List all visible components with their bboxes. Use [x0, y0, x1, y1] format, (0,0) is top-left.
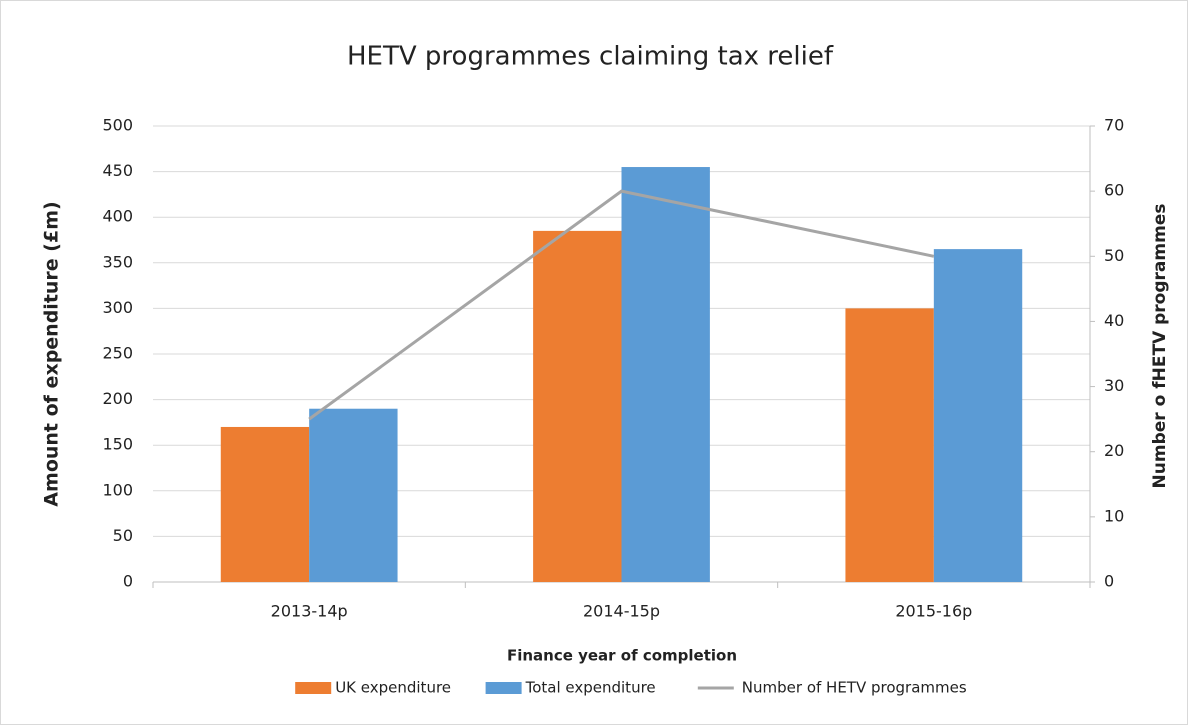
legend-label: Number of HETV programmes: [742, 679, 967, 697]
y-tick-label: 300: [102, 298, 133, 317]
x-tick-label: 2014-15p: [583, 602, 660, 621]
chart-title: HETV programmes claiming tax relief: [347, 42, 834, 72]
y-tick-label: 100: [102, 480, 133, 499]
y-tick-label: 50: [113, 526, 133, 545]
y2-tick-label: 20: [1104, 441, 1124, 460]
bar: [621, 167, 710, 583]
y-tick-label: 200: [102, 389, 133, 408]
x-axis-title: Finance year of completion: [507, 647, 737, 665]
y-tick-label: 450: [102, 161, 133, 180]
bar: [309, 408, 398, 582]
y-tick-label: 500: [102, 116, 133, 135]
y2-axis-title: Number o fHETV programmes: [1150, 204, 1170, 489]
bar: [933, 249, 1023, 582]
legend-label: Total expenditure: [525, 679, 656, 697]
y-tick-label: 350: [102, 252, 133, 271]
y2-tick-label: 10: [1104, 506, 1124, 525]
y2-tick-label: 40: [1104, 311, 1124, 330]
legend-label: UK expenditure: [335, 679, 451, 697]
legend-swatch: [485, 682, 522, 694]
y-tick-label: 400: [102, 207, 133, 226]
x-tick-label: 2013-14p: [271, 602, 348, 621]
y-tick-label: 250: [102, 344, 133, 363]
y2-tick-label: 0: [1104, 572, 1114, 591]
y-axis-title: Amount of expenditure (£m): [41, 201, 63, 506]
bar: [220, 426, 310, 582]
y-tick-label: 0: [123, 572, 133, 591]
bar: [533, 230, 622, 582]
legend-swatch: [295, 682, 332, 694]
y-tick-label: 150: [102, 435, 133, 454]
x-tick-label: 2015-16p: [895, 602, 972, 621]
line: [308, 189, 935, 421]
y2-tick-label: 70: [1104, 116, 1124, 135]
bar: [845, 308, 934, 582]
y2-tick-label: 60: [1104, 181, 1124, 200]
y2-tick-label: 50: [1104, 246, 1124, 265]
y2-tick-label: 30: [1104, 376, 1124, 395]
